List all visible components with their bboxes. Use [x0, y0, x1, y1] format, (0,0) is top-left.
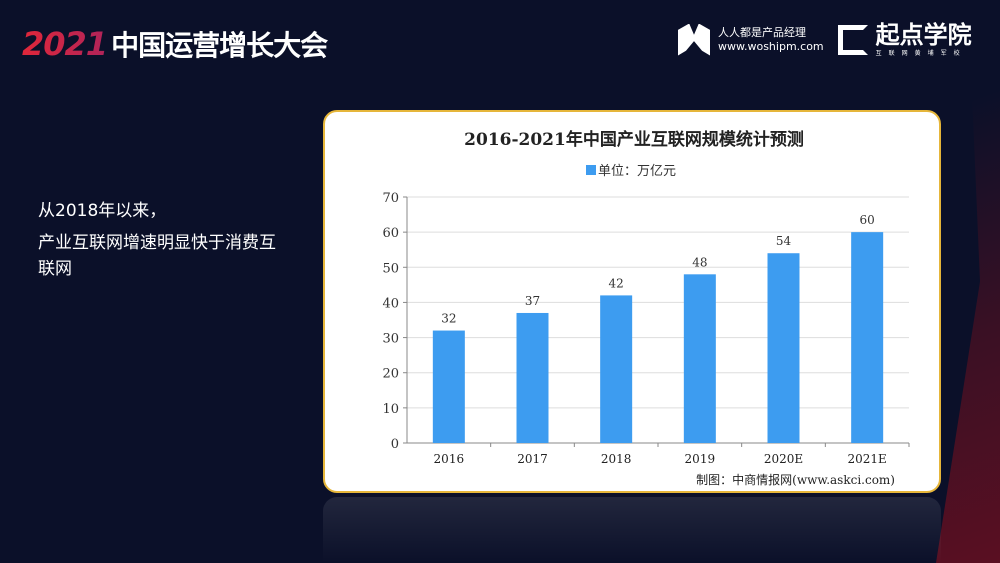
qidian-sub: 互联网黄埔军校 [875, 50, 967, 57]
bar-chart: 2016-2021年中国产业互联网规模统计预测 单位：万亿元 0 10 20 30 40… [382, 129, 910, 487]
y-tick-label: 30 [382, 332, 399, 347]
y-tick-label: 40 [382, 296, 399, 311]
bar [432, 330, 465, 443]
chart-source: 制图：中商情报网(www.askci.com) [696, 472, 895, 487]
event-title: 2021 中国运营增长大会 [22, 24, 328, 64]
x-tick-label: 2016 [434, 452, 465, 466]
card-reflection [323, 497, 941, 563]
x-tick-label: 2017 [517, 452, 548, 466]
slide-note: 从2018年以来， 产业互联网增速明显快于消费互联网 [38, 198, 278, 282]
chart-card: 2016-2021年中国产业互联网规模统计预测 单位：万亿元 0 10 20 30 40… [323, 110, 941, 493]
data-label: 60 [860, 213, 875, 227]
y-tick-label: 10 [382, 402, 399, 417]
data-label: 32 [441, 312, 456, 326]
data-label: 37 [525, 294, 540, 308]
chart-title: 2016-2021年中国产业互联网规模统计预测 [464, 129, 804, 150]
note-line-2: 产业互联网增速明显快于消费互联网 [38, 233, 276, 279]
x-tick-label: 2019 [685, 452, 716, 466]
bar [767, 253, 800, 443]
bar [516, 312, 549, 443]
event-year: 2021 [22, 25, 108, 63]
qidian-brand: 起点学院 互联网黄埔军校 [876, 22, 972, 57]
y-tick-label: 0 [391, 437, 399, 452]
y-tick-label: 20 [382, 367, 399, 382]
y-tick-label: 50 [382, 261, 399, 276]
x-tick-label: 2021E [848, 452, 887, 466]
woshipm-logo-icon [678, 23, 710, 56]
qidian-name: 起点学院 [875, 21, 972, 49]
woshipm-brand: 人人都是产品经理 www.woshipm.com [718, 26, 824, 54]
bar [851, 232, 884, 443]
sponsor-logos: 人人都是产品经理 www.woshipm.com 起点学院 互联网黄埔军校 [678, 22, 972, 57]
bar [683, 274, 716, 443]
x-tick-label: 2018 [601, 452, 632, 466]
bar [600, 295, 633, 443]
data-label: 48 [692, 255, 707, 269]
qidian-logo-icon [837, 24, 868, 55]
woshipm-name: 人人都是产品经理 [718, 25, 806, 39]
y-tick-label: 70 [382, 191, 399, 206]
woshipm-url: www.woshipm.com [718, 39, 824, 53]
note-line-1: 从2018年以来， [38, 201, 167, 221]
data-label: 54 [776, 234, 792, 248]
legend-label: 单位：万亿元 [598, 164, 676, 179]
data-label: 42 [609, 276, 624, 290]
y-tick-label: 60 [382, 226, 399, 241]
legend-swatch [586, 165, 596, 175]
event-name: 中国运营增长大会 [111, 29, 328, 62]
x-tick-label: 2020E [764, 452, 803, 466]
